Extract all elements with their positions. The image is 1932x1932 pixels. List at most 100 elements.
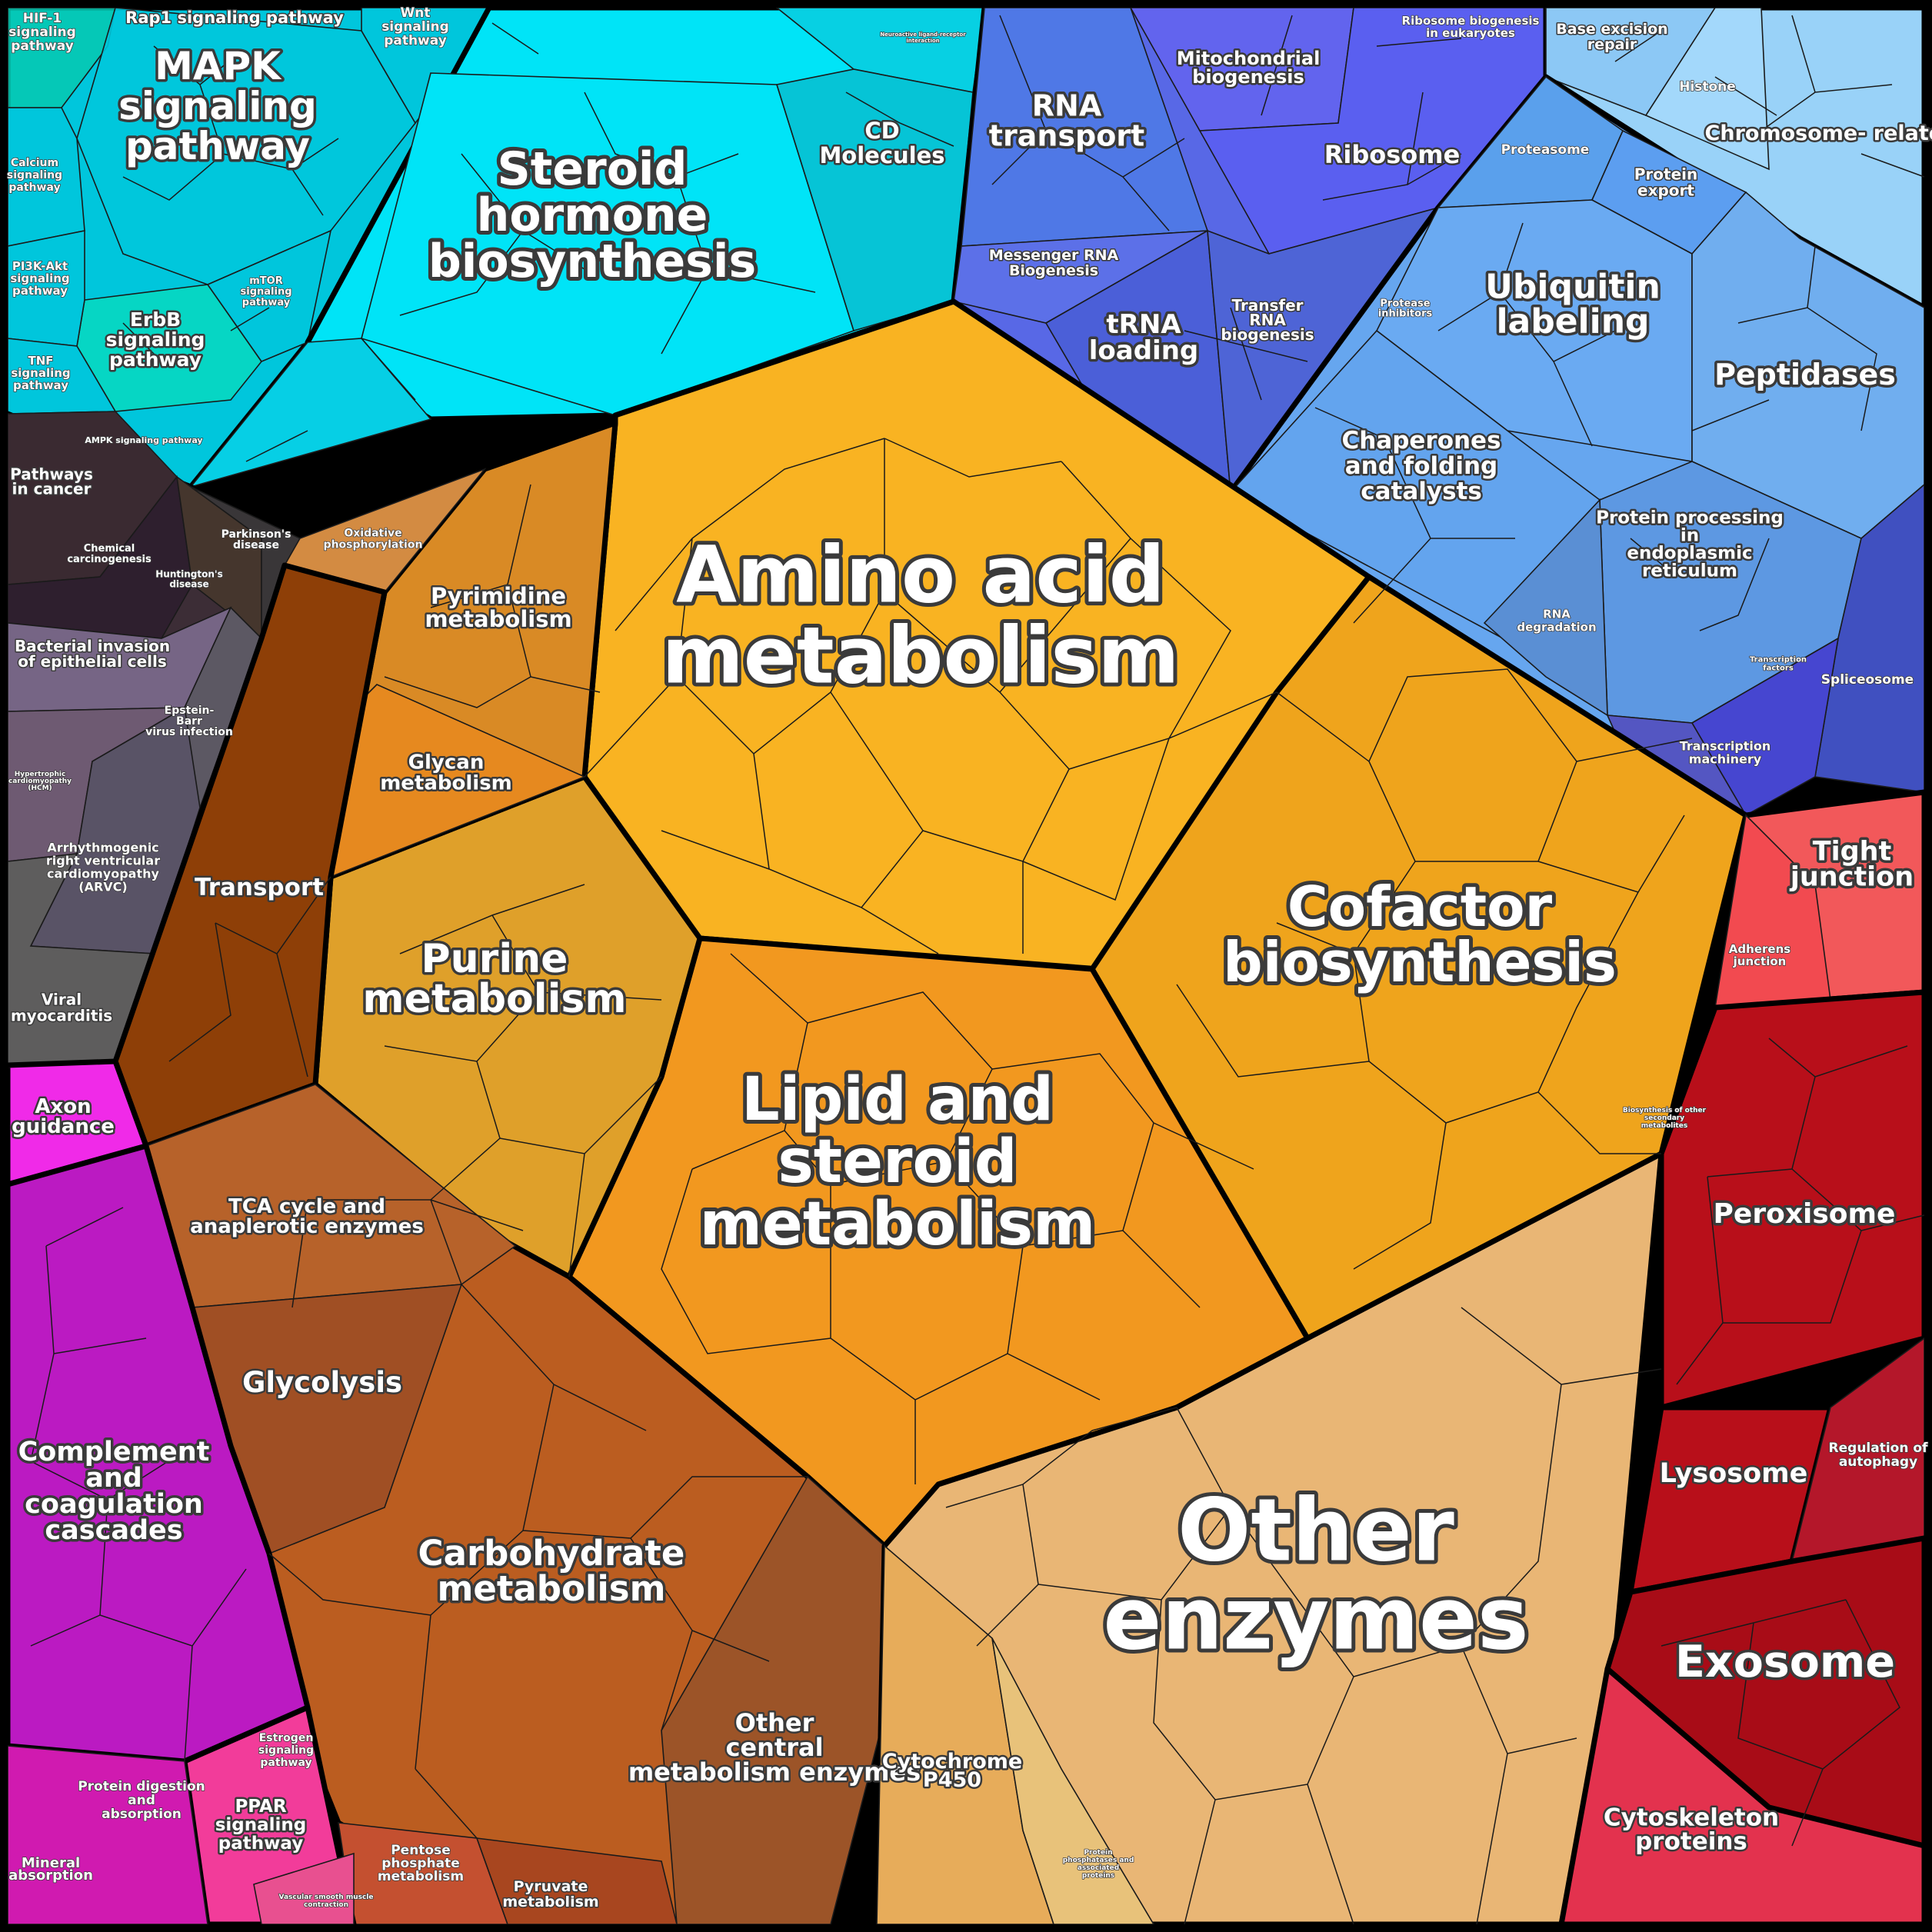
label-protein-export[interactable]: Protein export [1633,164,1698,201]
label-mito[interactable]: Mitochondrial biogenesis [1174,46,1322,90]
label-histone[interactable]: Histone [1678,78,1736,95]
label-neuro[interactable]: Neuroactive ligand-receptor interaction [880,31,968,45]
label-line: pathway [13,378,68,392]
label-line: Barr [176,715,202,728]
label-peroxisome[interactable]: Peroxisome [1710,1196,1898,1233]
label-ampk[interactable]: AMPK signaling pathway [85,435,204,446]
label-other-enzymes[interactable]: Other enzymes [1099,1477,1532,1674]
label-glycolysis[interactable]: Glycolysis [240,1364,404,1401]
label-exosome[interactable]: Exosome [1672,1634,1897,1690]
label-line: catalysts [1361,478,1482,505]
label-parkinson[interactable]: Parkinson's disease [221,528,291,552]
cell-steroid-b[interactable] [188,338,432,488]
label-line: metabolism [438,1568,666,1609]
label-mtor[interactable]: mTOR signaling pathway [240,275,293,309]
label-amino[interactable]: Amino acid metabolism [658,526,1183,706]
label-cancer[interactable]: Pathways in cancer [9,464,95,499]
label-estrogen[interactable]: Estrogen signaling pathway [258,1731,315,1770]
label-er[interactable]: Protein processing in endoplasmic reticulum [1594,506,1786,583]
region-peroxisome[interactable] [1658,989,1927,1411]
label-complement[interactable]: Complement and coagulation cascades [15,1434,212,1549]
label-transport[interactable]: Transport [192,872,325,904]
label-steroid[interactable]: Steroid hormone biosynthesis [425,138,760,292]
label-chromosome[interactable]: Chromosome- related [1703,120,1932,148]
label-lysosome[interactable]: Lysosome [1657,1457,1810,1491]
label-base-excision[interactable]: Base excision repair [1555,20,1669,55]
label-adherens[interactable]: Adherens junction [1728,941,1791,969]
label-line: labeling [1496,302,1649,341]
label-pyruvate[interactable]: Pyruvate metabolism [501,1877,600,1912]
label-vascular[interactable]: Vascular smooth muscle contraction [278,1893,375,1910]
label-rap1[interactable]: Rap1 signaling pathway [125,8,345,28]
label-hcm[interactable]: Hypertrophic cardiomyopathy (HCM) [8,770,72,793]
label-ppar[interactable]: PPAR signaling pathway [213,1795,308,1856]
label-tmach[interactable]: Transcription machinery [1679,738,1771,768]
label-glycan[interactable]: Glycan metabolism [378,749,515,797]
label-autophagy[interactable]: Regulation of autophagy [1828,1440,1929,1471]
label-protein-digestion[interactable]: Protein digestion and absorption [77,1778,205,1823]
label-line: transport [989,119,1144,153]
label-axon[interactable]: Axon guidance [10,1094,117,1141]
label-wnt[interactable]: Wnt signaling pathway [381,5,449,48]
label-line: junction [1789,862,1914,893]
label-line: signaling [381,19,449,35]
label-cytochrome[interactable]: Cytochrome P450 [880,1748,1024,1794]
label-ribo-bio[interactable]: Ribosome biogenesis in eukaryotes [1401,13,1541,41]
label-rna-transport[interactable]: RNA transport [986,86,1147,155]
label-line: Protein processing [1596,508,1784,528]
cell-chaperones[interactable] [1229,329,1601,663]
label-tf[interactable]: Transcription factors [1749,655,1807,674]
label-ribosome[interactable]: Ribosome [1322,138,1462,172]
label-secondary[interactable]: Biosynthesis of other secondary metabolite… [1622,1106,1707,1131]
label-line: right ventricular [46,854,160,868]
label-lipid[interactable]: Lipid and steroid metabolism [696,1061,1100,1263]
label-tca[interactable]: TCA cycle and anaplerotic enzymes [188,1194,426,1241]
label-line: biosynthesis [428,235,756,288]
label-rna-deg[interactable]: RNA degradation [1517,607,1597,635]
label-cofactor[interactable]: Cofactor biosynthesis [1219,871,1621,998]
label-purine[interactable]: Purine metabolism [360,934,629,1025]
label-calcium[interactable]: Calcium signaling pathway [6,156,63,195]
label-mrna[interactable]: Messenger RNA Biogenesis [988,246,1120,281]
label-ebv[interactable]: Epstein-Barr virus infection [145,704,233,739]
label-line: Oxidative [344,528,401,540]
label-bacterial[interactable]: Bacterial invasion of epithelial cells [13,636,171,672]
label-other-central[interactable]: Other central metabolism enzymes [626,1707,922,1789]
label-cd[interactable]: CD Molecules [818,116,947,171]
label-arvc[interactable]: Arrhythmogenic right ventricular cardiomyo… [45,840,161,895]
cell-protein-digestion[interactable] [7,1745,208,1925]
label-trna-loading[interactable]: tRNA loading [1086,307,1201,369]
label-tight[interactable]: Tight junction [1786,834,1916,895]
label-line: metabolism enzymes [628,1757,921,1787]
label-line: mTOR [249,275,282,287]
label-cytoskeleton[interactable]: Cytoskeleton proteins [1601,1802,1780,1857]
label-phosphatase[interactable]: Protein phosphatases and associated protein… [1062,1848,1134,1880]
label-line: metabolism [661,611,1179,702]
label-line: Glycan [408,751,485,774]
label-hif1[interactable]: HIF-1 signaling pathway [8,10,76,54]
label-chaperones[interactable]: Chaperones and folding catalysts [1340,425,1503,508]
label-spliceosome[interactable]: Spliceosome [1820,671,1914,688]
label-chemcarc[interactable]: Chemical carcinogenesis [67,542,152,566]
label-proteasome[interactable]: Proteasome [1501,142,1590,158]
label-erbb[interactable]: ErbB signaling pathway [104,307,207,373]
label-trna-bio[interactable]: Transfer RNA biogenesis [1220,295,1315,345]
label-huntington[interactable]: Huntington's disease [155,568,223,591]
label-line: Protein digestion [78,1779,205,1794]
label-tnf[interactable]: TNF signaling pathway [11,353,72,393]
label-ubiquitin[interactable]: Ubiquitin labeling [1483,265,1664,344]
label-mapk[interactable]: MAPK signaling pathway [116,42,320,172]
label-pentose[interactable]: Pentose phosphate metabolism [377,1842,465,1885]
label-protease-inh[interactable]: Protease inhibitors [1377,298,1433,321]
label-peptidases[interactable]: Peptidases [1712,355,1899,395]
label-pi3k[interactable]: PI3K-Akt signaling pathway [10,258,71,298]
label-mineral[interactable]: Mineral absorption [8,1854,93,1884]
label-line: ErbB [130,308,181,331]
label-line: MAPK [155,44,282,88]
label-oxphos[interactable]: Oxidative phosphorylation [323,527,424,552]
label-pyrimidine[interactable]: Pyrimidine metabolism [423,581,574,635]
label-line: in [1681,526,1699,546]
label-carbohydrate[interactable]: Carbohydrate metabolism [415,1531,688,1612]
label-viral[interactable]: Viral myocarditis [9,989,113,1026]
